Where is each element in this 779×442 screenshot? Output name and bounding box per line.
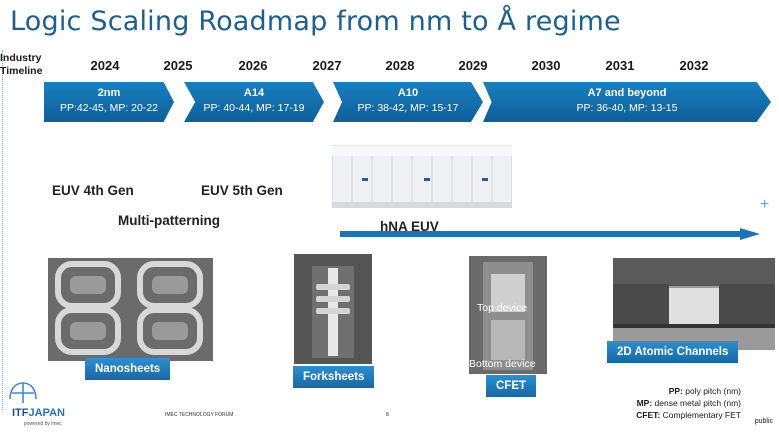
- public-label: public: [754, 418, 773, 425]
- cfet-bottom-device-label: Bottom device: [469, 358, 536, 370]
- nanosheets-caption: Nanosheets: [85, 358, 171, 380]
- node-pitch: PP: 38-42, MP: 15-17: [357, 102, 459, 114]
- node-chevron-a7: A7 and beyond PP: 36-40, MP: 13-15: [483, 82, 771, 122]
- year-label: 2026: [238, 58, 268, 73]
- euv-5th-gen-label: EUV 5th Gen: [201, 183, 283, 198]
- forksheets-image: [294, 254, 372, 364]
- itf-japan-logo: ITFJAPAN powered by imec: [6, 381, 86, 431]
- node-name: A7 and beyond: [587, 87, 667, 99]
- hna-euv-label: hNA EUV: [380, 219, 439, 234]
- left-dotted-guide: [2, 50, 3, 410]
- legend: PP: poly pitch (nm) MP: dense metal pitc…: [636, 385, 741, 421]
- atomic-channels-caption: 2D Atomic Channels: [607, 341, 739, 363]
- logo-text-japan: JAPAN: [28, 407, 65, 419]
- globe-icon: [9, 382, 37, 403]
- year-label: 2027: [312, 58, 342, 73]
- forksheets-caption: Forksheets: [293, 366, 375, 388]
- node-chevron-a10: A10 PP: 38-42, MP: 15-17: [333, 82, 483, 122]
- legend-cfet-text: Complementary FET: [660, 410, 741, 420]
- page-title: Logic Scaling Roadmap from nm to Å regim…: [10, 6, 621, 37]
- node-pitch: PP: 36-40, MP: 13-15: [576, 102, 678, 114]
- multi-patterning-label: Multi-patterning: [118, 213, 220, 228]
- legend-mp-text: dense metal pitch (nm): [652, 398, 741, 408]
- cfet-image: Top device Bottom device: [469, 256, 547, 374]
- year-label: 2024: [90, 58, 120, 73]
- year-label: 2032: [679, 58, 709, 73]
- legend-cfet-key: CFET:: [636, 410, 661, 420]
- hna-euv-machine-image: [332, 145, 512, 208]
- node-name: A14: [243, 87, 265, 99]
- nanosheets-image: [48, 258, 213, 361]
- year-label: 2030: [531, 58, 561, 73]
- node-pitch: PP:42-45, MP: 20-22: [59, 102, 159, 114]
- footer-page-number: 8: [386, 412, 389, 418]
- euv-4th-gen-label: EUV 4th Gen: [52, 183, 134, 198]
- atomic-channels-image: [613, 258, 775, 350]
- legend-pp: PP: poly pitch (nm): [636, 385, 741, 397]
- node-chevron-a14: A14 PP: 40-44, MP: 17-19: [184, 82, 324, 122]
- footer-forum-text: IMEC TECHNOLOGY FORUM: [165, 412, 234, 418]
- year-label: 2028: [385, 58, 415, 73]
- legend-mp-key: MP:: [636, 398, 653, 408]
- plus-icon: +: [760, 196, 770, 213]
- legend-mp: MP: dense metal pitch (nm): [636, 397, 741, 409]
- legend-cfet: CFET: Complementary FET: [636, 409, 741, 421]
- timeline-label-line1: Industry: [0, 52, 42, 64]
- year-label: 2031: [605, 58, 635, 73]
- timeline-label: Industry Timeline: [0, 52, 42, 78]
- node-name: A10: [397, 87, 419, 99]
- legend-pp-text: poly pitch (nm): [682, 386, 741, 396]
- node-chevron-2nm: 2nm PP:42-45, MP: 20-22: [44, 82, 174, 122]
- node-pitch: PP: 40-44, MP: 17-19: [203, 102, 305, 114]
- logo-subtext: powered by imec: [24, 421, 62, 427]
- timeline-label-line2: Timeline: [0, 65, 43, 77]
- cfet-top-device-label: Top device: [477, 302, 528, 314]
- node-name: 2nm: [97, 87, 121, 99]
- cfet-caption: CFET: [486, 375, 537, 397]
- logo-text-itf: ITF: [12, 407, 29, 419]
- legend-pp-key: PP:: [668, 386, 683, 396]
- hna-euv-arrow: [340, 228, 760, 240]
- year-label: 2029: [458, 58, 488, 73]
- year-label: 2025: [163, 58, 193, 73]
